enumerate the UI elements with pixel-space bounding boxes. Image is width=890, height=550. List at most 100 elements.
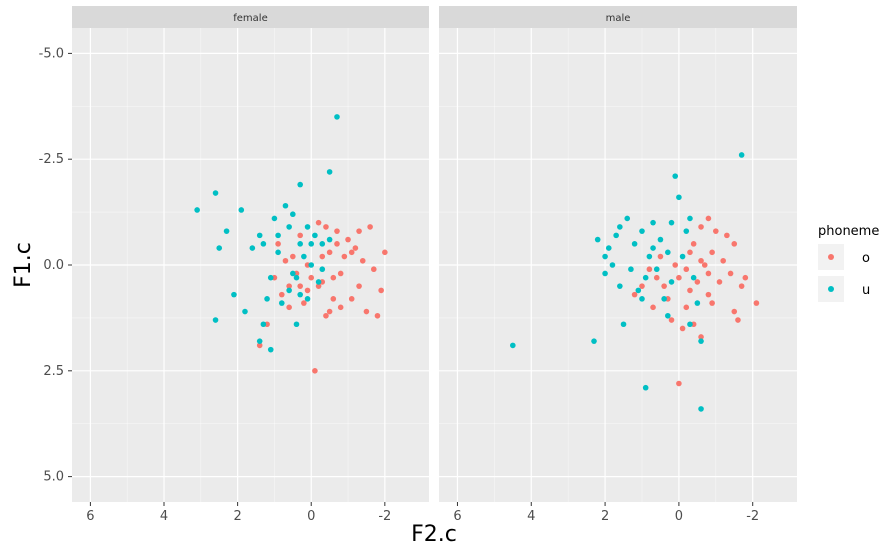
point-o: [304, 287, 311, 294]
point-o: [334, 241, 340, 247]
point-u: [591, 338, 597, 344]
point-o: [345, 236, 351, 243]
point-u: [231, 291, 237, 298]
point-u: [676, 194, 682, 201]
point-o: [323, 312, 329, 319]
x-axis: 6 4 2 0 -2 6 4 2 0 -2: [86, 502, 759, 524]
point-u: [642, 274, 649, 281]
point-u: [293, 274, 300, 281]
point-u: [650, 245, 656, 251]
point-o: [370, 266, 377, 273]
point-u: [609, 262, 616, 268]
point-o: [315, 219, 322, 226]
point-u: [216, 245, 223, 251]
point-o: [676, 274, 682, 281]
point-o: [698, 334, 704, 340]
point-o: [701, 262, 708, 268]
legend-key-o-dot: [828, 254, 834, 260]
point-o: [356, 283, 362, 289]
point-u: [242, 308, 248, 315]
point-o: [323, 224, 329, 230]
strip-male-bg: [439, 6, 797, 28]
point-o: [705, 291, 712, 298]
point-o: [698, 257, 704, 264]
point-u: [260, 241, 267, 247]
point-u: [212, 190, 219, 196]
point-u: [635, 287, 642, 294]
y-tick-label: 5.0: [43, 470, 64, 485]
point-o: [308, 274, 315, 281]
point-u: [639, 296, 645, 302]
point-o: [326, 308, 333, 315]
point-o: [731, 308, 738, 315]
x-tick-label: -2: [746, 509, 759, 524]
point-u: [260, 321, 267, 328]
point-o: [709, 249, 715, 256]
point-u: [194, 207, 200, 213]
point-o: [286, 283, 292, 289]
point-u: [665, 312, 671, 319]
point-o: [374, 312, 381, 319]
point-o: [742, 274, 749, 281]
point-u: [297, 181, 303, 188]
x-tick-label: 2: [233, 509, 241, 524]
strip-female-bg: [72, 6, 429, 28]
point-o: [334, 228, 340, 234]
point-u: [650, 219, 656, 226]
point-o: [319, 253, 326, 260]
point-o: [352, 245, 359, 251]
point-o: [720, 257, 726, 264]
x-tick-label: 6: [86, 509, 94, 524]
point-u: [602, 253, 608, 260]
point-o: [653, 274, 660, 281]
x-tick-label: 2: [601, 509, 609, 524]
point-u: [319, 241, 326, 247]
point-u: [661, 296, 667, 302]
point-u: [290, 211, 296, 218]
point-u: [238, 207, 245, 213]
point-u: [256, 232, 263, 239]
point-u: [646, 253, 653, 260]
legend-title: phoneme: [818, 224, 879, 239]
point-u: [617, 283, 623, 289]
point-o: [683, 304, 690, 311]
point-o: [683, 266, 690, 273]
legend: phoneme o u: [818, 224, 879, 302]
point-o: [337, 304, 344, 311]
point-u: [657, 236, 664, 243]
point-o: [382, 249, 388, 256]
panel-male-points: [510, 152, 760, 412]
point-o: [367, 224, 373, 230]
point-o: [275, 241, 281, 247]
y-tick-label: -5.0: [39, 46, 64, 61]
point-u: [315, 279, 322, 285]
panel-male-grid: [439, 28, 797, 502]
point-o: [690, 241, 697, 247]
strip-male-label: male: [606, 13, 631, 24]
legend-key-u-dot: [828, 286, 834, 292]
point-u: [334, 114, 340, 120]
point-u: [271, 215, 278, 222]
point-u: [698, 406, 704, 412]
point-u: [687, 321, 693, 328]
point-u: [668, 219, 675, 226]
point-o: [657, 253, 664, 260]
point-o: [326, 249, 333, 256]
point-u: [620, 321, 627, 328]
point-u: [297, 291, 303, 298]
point-o: [687, 287, 693, 294]
point-o: [363, 308, 370, 315]
point-o: [639, 283, 645, 289]
point-o: [301, 300, 307, 306]
panel-female-points: [194, 114, 388, 374]
point-u: [282, 202, 289, 209]
x-tick-label: 4: [160, 509, 168, 524]
point-o: [290, 253, 296, 260]
point-u: [642, 384, 649, 391]
y-axis: -5.0 -2.5 0.0 2.5 5.0: [39, 46, 72, 485]
point-o: [297, 232, 303, 239]
point-o: [282, 257, 289, 264]
point-o: [297, 283, 303, 289]
point-u: [510, 342, 516, 349]
point-u: [275, 249, 281, 256]
